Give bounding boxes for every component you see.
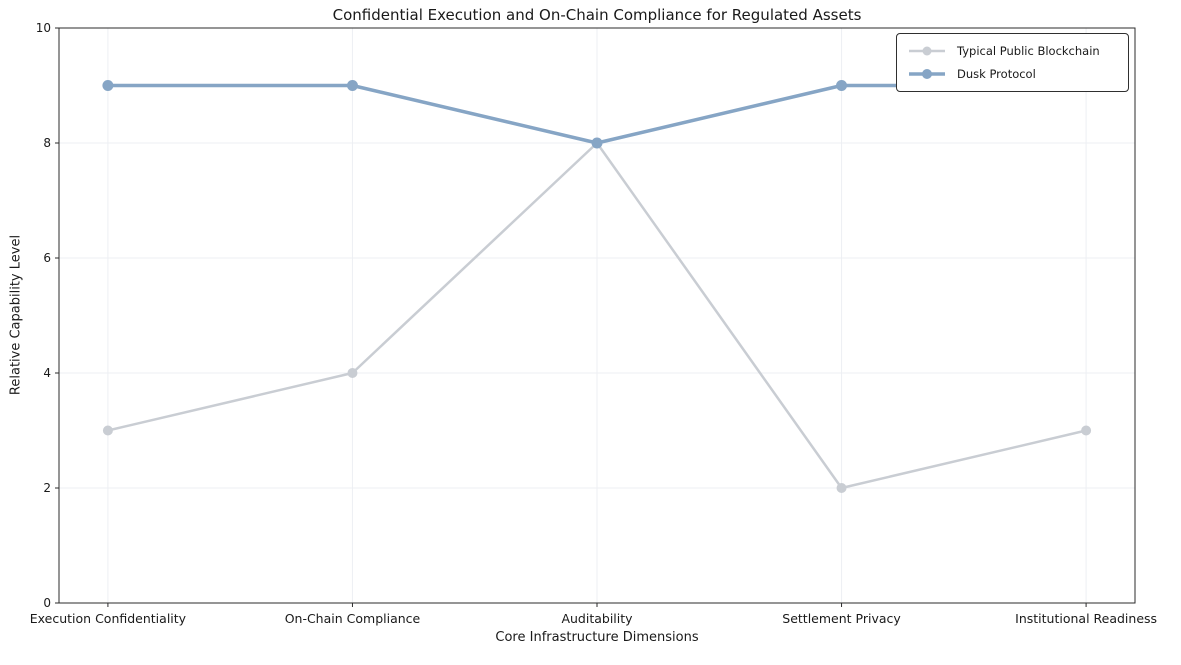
legend-line-sample-gray: [909, 46, 945, 56]
y-tick-label: 8: [43, 136, 51, 150]
y-tick-label: 0: [43, 596, 51, 610]
data-point-series-1: [836, 80, 848, 91]
y-tick-label: 2: [43, 481, 51, 495]
legend-label-dusk-protocol: Dusk Protocol: [957, 67, 1036, 81]
legend-line-sample-blue: [909, 69, 945, 79]
x-category-label: Auditability: [561, 611, 633, 626]
chart-title: Confidential Execution and On-Chain Comp…: [332, 6, 862, 24]
data-point-series-0: [347, 368, 358, 378]
data-point-series-0: [836, 483, 847, 493]
data-point-series-1: [591, 137, 603, 149]
y-axis-label: Relative Capability Level: [8, 234, 24, 396]
data-point-series-0: [1081, 425, 1092, 436]
y-tick-label: 4: [43, 366, 51, 380]
data-point-series-0: [102, 425, 113, 436]
data-point-series-1: [346, 80, 358, 91]
legend-entry-dusk-protocol: Dusk Protocol: [907, 64, 1118, 84]
y-tick-label: 6: [43, 251, 51, 265]
x-category-label: On-Chain Compliance: [285, 611, 421, 626]
x-category-label: Execution Confidentiality: [30, 611, 187, 626]
legend: Typical Public Blockchain Dusk Protocol: [896, 33, 1129, 92]
x-category-label: Settlement Privacy: [782, 611, 901, 626]
y-tick-label: 10: [36, 21, 51, 35]
x-category-label: Institutional Readiness: [1015, 611, 1157, 626]
data-point-series-1: [102, 80, 114, 91]
legend-label-typical-public-blockchain: Typical Public Blockchain: [957, 44, 1100, 58]
legend-entry-typical-public-blockchain: Typical Public Blockchain: [907, 41, 1118, 61]
x-axis-label: Core Infrastructure Dimensions: [495, 630, 699, 645]
